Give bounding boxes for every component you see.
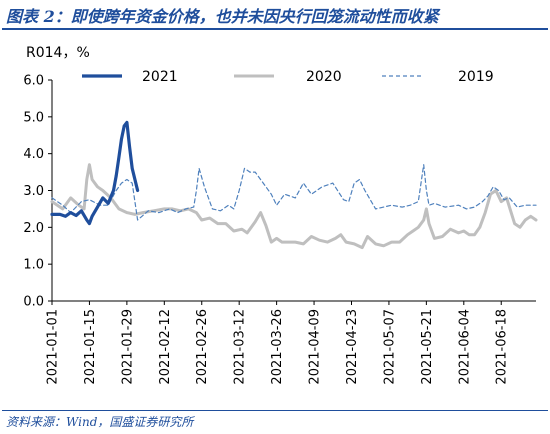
y-tick-label: 6.0 (23, 74, 44, 89)
y-tick-label: 0.0 (23, 295, 44, 310)
x-tick-label: 2021-01-15 (83, 309, 98, 385)
y-axis: 0.0 1.0 2.0 3.0 4.0 5.0 6.0 (23, 74, 53, 310)
y-tick-label: 1.0 (23, 258, 44, 273)
y-tick-label: 3.0 (23, 184, 44, 199)
x-tick-label: 2021-01-29 (120, 309, 135, 385)
source-note: 资料来源：Wind，国盛证券研究所 (6, 415, 194, 429)
x-tick-label: 2021-01-01 (46, 309, 61, 385)
series-layer (50, 120, 538, 250)
x-tick-label: 2021-05-07 (382, 309, 397, 385)
y-tick-label: 5.0 (23, 110, 44, 125)
x-tick-label: 2021-05-21 (420, 309, 435, 385)
source-rule (2, 410, 548, 411)
line-chart: R014，% 2021 2020 2019 0.0 1.0 2.0 3.0 4.0 5.0 6.… (23, 45, 538, 385)
x-tick-label: 2021-06-04 (457, 309, 472, 385)
legend-label-2020: 2020 (306, 69, 342, 85)
legend-label-2021: 2021 (142, 69, 178, 85)
x-tick-label: 2021-02-12 (158, 309, 173, 385)
title-rule (2, 28, 548, 30)
series-line-2020 (50, 163, 538, 250)
legend: 2021 2020 2019 (82, 69, 494, 85)
x-tick-label: 2021-03-12 (233, 309, 248, 385)
x-tick-label: 2021-04-09 (308, 309, 323, 385)
y-tick-label: 4.0 (23, 147, 44, 162)
legend-label-2019: 2019 (458, 69, 494, 85)
y-axis-unit: R014，% (26, 45, 90, 61)
x-tick-label: 2021-03-26 (270, 309, 285, 385)
x-tick-label: 2021-02-26 (195, 309, 210, 385)
x-axis: 2021-01-01 2021-01-15 2021-01-29 2021-02-12… (46, 300, 536, 385)
x-tick-label: 2021-04-23 (345, 309, 360, 385)
series-line-2021 (50, 120, 140, 226)
y-tick-label: 2.0 (23, 221, 44, 236)
figure-title: 图表 2：即使跨年资金价格，也并未因央行回笼流动性而收紧 (6, 7, 439, 26)
series-line-2019 (51, 164, 537, 221)
x-tick-label: 2021-06-18 (495, 309, 510, 385)
